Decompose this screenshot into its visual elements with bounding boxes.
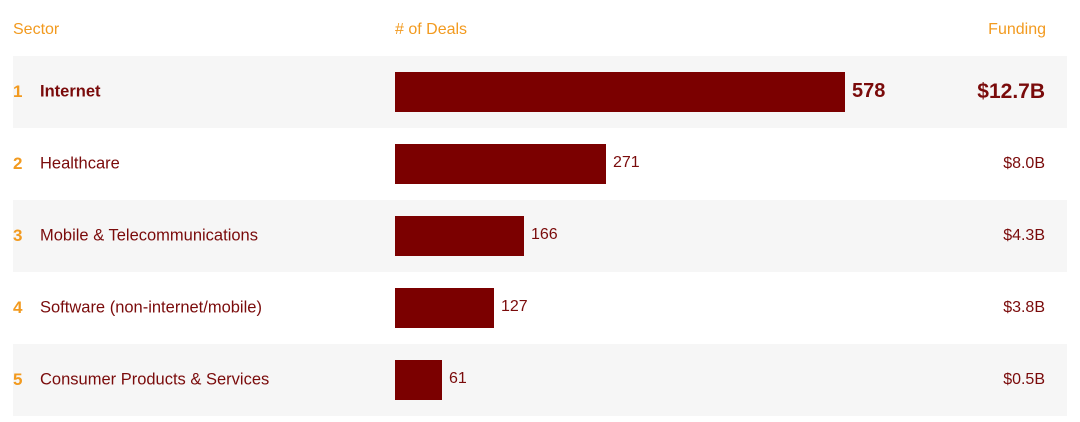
funding-value: $8.0B (1003, 155, 1045, 172)
table-row: 5 Consumer Products & Services 61 $0.5B (13, 344, 1067, 416)
header-sector: Sector (13, 21, 60, 38)
rank-number: 5 (13, 370, 23, 389)
deal-count-label: 578 (852, 80, 886, 102)
deal-bar (395, 144, 606, 184)
rank-number: 1 (13, 82, 23, 101)
deal-bar (395, 360, 442, 400)
deal-count-label: 61 (449, 370, 467, 387)
funding-value: $4.3B (1003, 227, 1045, 244)
deal-count-label: 271 (613, 154, 640, 171)
table-row: 2 Healthcare 271 $8.0B (13, 128, 1067, 200)
funding-value: $3.8B (1003, 299, 1045, 316)
sector-label: Consumer Products & Services (40, 370, 270, 389)
header-funding: Funding (988, 21, 1046, 38)
table-row: 4 Software (non-internet/mobile) 127 $3.8B (13, 272, 1067, 344)
rank-number: 3 (13, 226, 23, 245)
sector-label: Software (non-internet/mobile) (40, 298, 262, 317)
funding-value: $0.5B (1003, 371, 1045, 388)
sector-label: Internet (40, 82, 101, 101)
table-row: 1 Internet 578 $12.7B (13, 56, 1067, 128)
deal-bar (395, 216, 524, 256)
deal-bar (395, 72, 845, 112)
sector-label: Mobile & Telecommunications (40, 226, 258, 245)
rank-number: 4 (13, 298, 23, 317)
sector-label: Healthcare (40, 154, 120, 173)
rank-number: 2 (13, 154, 23, 173)
deal-bar (395, 288, 494, 328)
deal-count-label: 166 (531, 226, 558, 243)
funding-value: $12.7B (977, 80, 1045, 103)
deal-count-label: 127 (501, 298, 528, 315)
header-deals: # of Deals (395, 21, 468, 38)
table-row: 3 Mobile & Telecommunications 166 $4.3B (13, 200, 1067, 272)
